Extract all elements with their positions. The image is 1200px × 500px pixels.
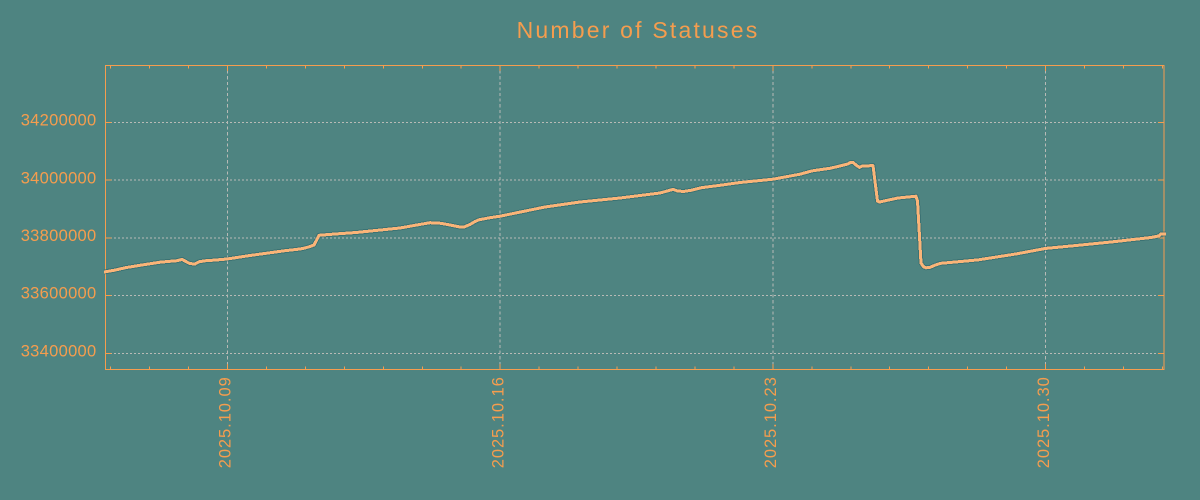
svg-text:33600000: 33600000 [21,285,97,303]
svg-text:2025.10.23: 2025.10.23 [762,376,780,468]
svg-text:Number of Statuses: Number of Statuses [517,17,760,43]
svg-text:33800000: 33800000 [21,227,97,245]
svg-text:2025.10.16: 2025.10.16 [489,376,507,468]
svg-text:34200000: 34200000 [21,112,97,130]
svg-text:33400000: 33400000 [21,342,97,360]
svg-text:2025.10.30: 2025.10.30 [1035,376,1053,468]
svg-text:34000000: 34000000 [21,169,97,187]
svg-text:2025.10.09: 2025.10.09 [217,376,235,468]
